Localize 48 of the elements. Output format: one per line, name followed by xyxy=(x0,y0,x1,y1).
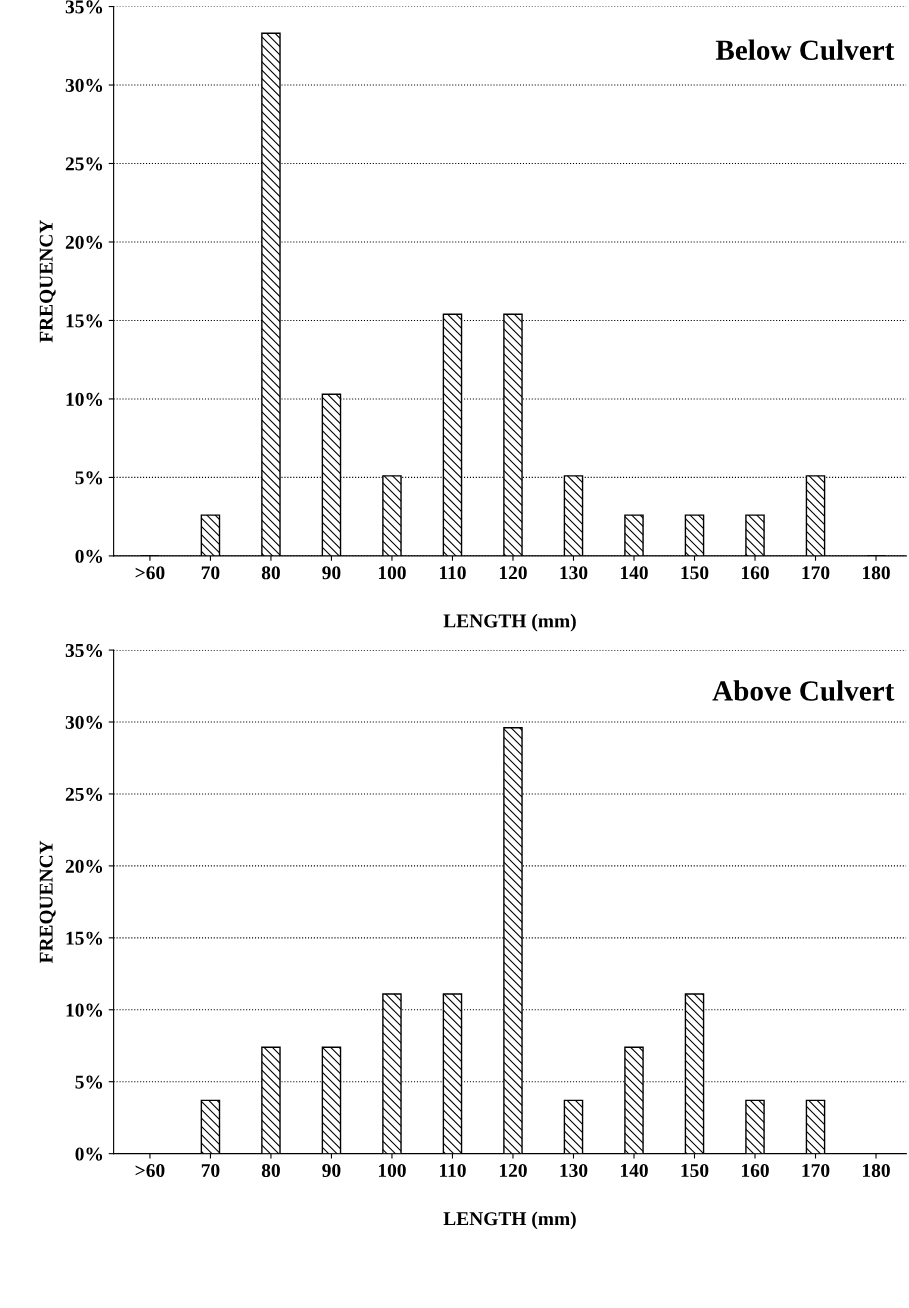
text: Below Culvert xyxy=(715,39,895,61)
x-tick-label: 90 xyxy=(322,1163,341,1178)
x-tick-label: 160 xyxy=(741,566,769,580)
x-tick-label: 170 xyxy=(802,1163,830,1178)
y-tick-label: 10% xyxy=(66,1003,103,1017)
y-axis-title: FREQUENCY xyxy=(39,840,56,964)
y-tick-label: 20% xyxy=(65,235,103,249)
y-tick-label: 5% xyxy=(75,471,103,485)
x-tick-label: 130 xyxy=(560,1163,588,1178)
x-tick-label: 100 xyxy=(378,566,406,580)
x-tick-label: 70 xyxy=(201,1163,220,1178)
x-tick-label: 80 xyxy=(261,566,280,580)
x-tick-label: >60 xyxy=(135,1163,165,1178)
x-tick-label: 90 xyxy=(322,566,341,580)
y-tick-label: 15% xyxy=(66,314,103,328)
y-tick-label: 30% xyxy=(65,715,103,730)
y-tick-label: 20% xyxy=(65,859,103,873)
x-tick-label: 100 xyxy=(378,1163,406,1178)
text: Above Culvert xyxy=(712,680,895,701)
x-tick-label: 140 xyxy=(620,566,648,580)
y-tick-label: 0% xyxy=(75,1147,103,1161)
x-tick-label: 120 xyxy=(499,1163,527,1178)
x-tick-label: 140 xyxy=(620,1163,648,1178)
y-tick-label: 25% xyxy=(65,157,103,171)
x-tick-label: 150 xyxy=(681,1163,709,1178)
x-tick-label: >60 xyxy=(135,566,165,580)
x-axis-title: LENGTH (mm) xyxy=(443,1211,576,1230)
x-tick-label: 80 xyxy=(261,1163,280,1178)
y-tick-label: 5% xyxy=(75,1075,103,1089)
y-tick-label: 30% xyxy=(65,78,103,93)
x-tick-label: 180 xyxy=(862,1163,890,1178)
x-tick-label: 170 xyxy=(802,566,830,580)
y-tick-label: 10% xyxy=(66,392,103,406)
x-axis-title: LENGTH (mm) xyxy=(443,613,576,632)
y-tick-label: 15% xyxy=(66,931,103,945)
x-tick-label: 110 xyxy=(439,1163,466,1178)
x-tick-label: 160 xyxy=(741,1163,769,1178)
x-tick-label: 70 xyxy=(201,566,220,580)
y-axis-title: FREQUENCY xyxy=(39,220,56,343)
x-tick-label: 120 xyxy=(499,566,527,580)
y-tick-label: 0% xyxy=(75,549,103,563)
x-tick-label: 110 xyxy=(439,566,466,580)
x-tick-label: 130 xyxy=(560,566,588,580)
y-tick-label: 35% xyxy=(65,643,103,658)
y-tick-label: 35% xyxy=(65,0,103,14)
x-tick-label: 180 xyxy=(862,566,890,580)
y-tick-label: 25% xyxy=(65,787,103,801)
x-tick-label: 150 xyxy=(681,566,709,580)
